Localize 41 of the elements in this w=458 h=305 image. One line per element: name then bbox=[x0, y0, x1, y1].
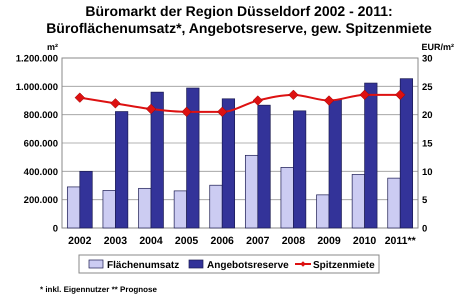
point bbox=[146, 104, 156, 114]
y2-tick-label: 20 bbox=[422, 110, 433, 122]
y-tick-label: 0 bbox=[52, 224, 58, 234]
point bbox=[395, 90, 406, 100]
x-tick-label: 2002 bbox=[68, 235, 92, 247]
point bbox=[110, 98, 120, 108]
y-tick-label: 400.000 bbox=[24, 166, 58, 178]
y-tick-label: 1.000.000 bbox=[16, 82, 58, 93]
point bbox=[360, 90, 370, 100]
x-tick-label: 2008 bbox=[282, 235, 306, 247]
text: * inkl. Eigennutzer ** Prognose bbox=[40, 285, 158, 294]
y2-tick-label: 10 bbox=[422, 166, 433, 178]
y2-tick-label: 25 bbox=[422, 82, 434, 93]
x-tick-label: 2005 bbox=[174, 235, 198, 247]
x-tick-label: 2006 bbox=[210, 235, 234, 247]
point bbox=[74, 92, 85, 103]
y-axis-title: m² bbox=[47, 42, 58, 52]
y2-tick-label: 30 bbox=[422, 54, 433, 64]
x-tick-label: 2011** bbox=[384, 235, 417, 247]
x-tick-label: 2009 bbox=[317, 235, 341, 247]
chart-title: Büromarkt der Region Düsseldorf 2002 - 2011: Büroflächenumsatz*, Angebotsreserve, gew. Spitzenmiete bbox=[46, 3, 432, 36]
y-tick-label: 1.200.000 bbox=[16, 54, 58, 64]
point bbox=[217, 106, 228, 117]
y2-tick-label: 5 bbox=[422, 195, 428, 206]
point bbox=[324, 95, 334, 106]
y2-axis-title: EUR/m² bbox=[421, 42, 454, 52]
y2-tick-label: 15 bbox=[422, 138, 434, 150]
y-tick-label: 800.000 bbox=[24, 110, 58, 122]
legend-label: Angebotsreserve bbox=[207, 260, 290, 271]
legend-label: Flächenumsatz bbox=[107, 260, 180, 271]
point bbox=[252, 95, 263, 106]
x-tick-label: 2007 bbox=[246, 235, 270, 247]
y2-tick-label: 0 bbox=[422, 224, 428, 234]
y-tick-label: 200.000 bbox=[24, 195, 58, 206]
x-tick-label: 2010 bbox=[352, 235, 376, 247]
point bbox=[288, 90, 298, 100]
x-tick-label: 2004 bbox=[139, 235, 163, 247]
legend-label: Spitzenmiete bbox=[313, 260, 376, 271]
point bbox=[182, 106, 192, 117]
y-tick-label: 600.000 bbox=[24, 138, 58, 150]
x-tick-label: 2003 bbox=[104, 235, 128, 247]
